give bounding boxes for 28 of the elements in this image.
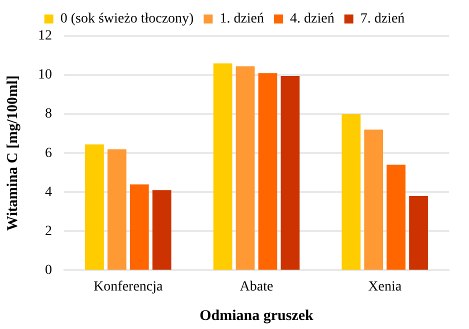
bar: [409, 196, 428, 270]
y-tick-label: 4: [45, 184, 52, 200]
bar: [236, 66, 255, 270]
bar: [342, 114, 361, 270]
x-axis-title: Odmiana gruszek: [200, 308, 314, 324]
bar: [258, 73, 278, 270]
bar: [386, 164, 406, 270]
y-tick-label: 6: [45, 146, 52, 161]
bar: [85, 144, 104, 270]
bar: [364, 130, 384, 270]
x-tick-label: Xenia: [368, 279, 402, 294]
bar: [130, 184, 149, 270]
legend-label: 4. dzień: [290, 12, 334, 27]
legend-label: 0 (sok świeżo tłoczony): [60, 12, 194, 27]
y-tick-label: 10: [38, 68, 52, 83]
y-tick-label: 0: [45, 262, 52, 278]
legend-label: 1. dzień: [220, 12, 264, 27]
legend-label: 7. dzień: [360, 12, 405, 27]
bar: [108, 149, 126, 270]
x-tick-label: Konferencja: [94, 279, 164, 294]
bar: [213, 63, 232, 270]
y-tick-label: 8: [45, 106, 52, 122]
y-axis-title: Witamina C [mg/100ml]: [4, 75, 21, 231]
bar: [280, 76, 300, 270]
bar: [152, 190, 172, 270]
y-tick-label: 12: [38, 28, 52, 44]
x-tick-label: Abate: [240, 279, 274, 294]
y-tick-label: 2: [45, 224, 52, 239]
